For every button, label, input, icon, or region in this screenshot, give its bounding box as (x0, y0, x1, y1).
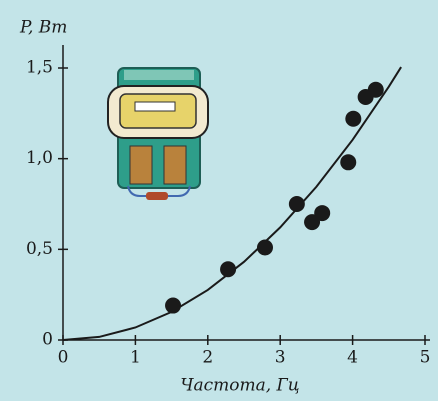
meter-illustration (107, 67, 209, 200)
x-axis-label: Частота, Гц (180, 376, 299, 396)
x-tick-label: 1 (130, 348, 141, 368)
x-tick-label: 2 (202, 348, 213, 368)
data-point (165, 297, 182, 314)
x-tick-label: 3 (275, 348, 286, 368)
data-point (367, 81, 384, 98)
data-point (340, 154, 357, 171)
x-tick-label: 0 (58, 348, 69, 368)
data-point (220, 261, 237, 278)
x-tick-label: 4 (347, 348, 358, 368)
y-tick-label: 0,5 (26, 239, 53, 259)
y-tick-label: 0 (42, 330, 53, 350)
data-point (288, 196, 305, 212)
x-tick-label: 5 (420, 348, 431, 368)
fit-curve (62, 66, 402, 341)
data-point (256, 239, 273, 256)
y-axis-label: P, Вт (19, 18, 67, 38)
y-tick-label: 1,5 (26, 58, 53, 78)
data-point (345, 110, 362, 127)
data-point (314, 205, 331, 222)
y-tick-label: 1,0 (26, 148, 53, 168)
